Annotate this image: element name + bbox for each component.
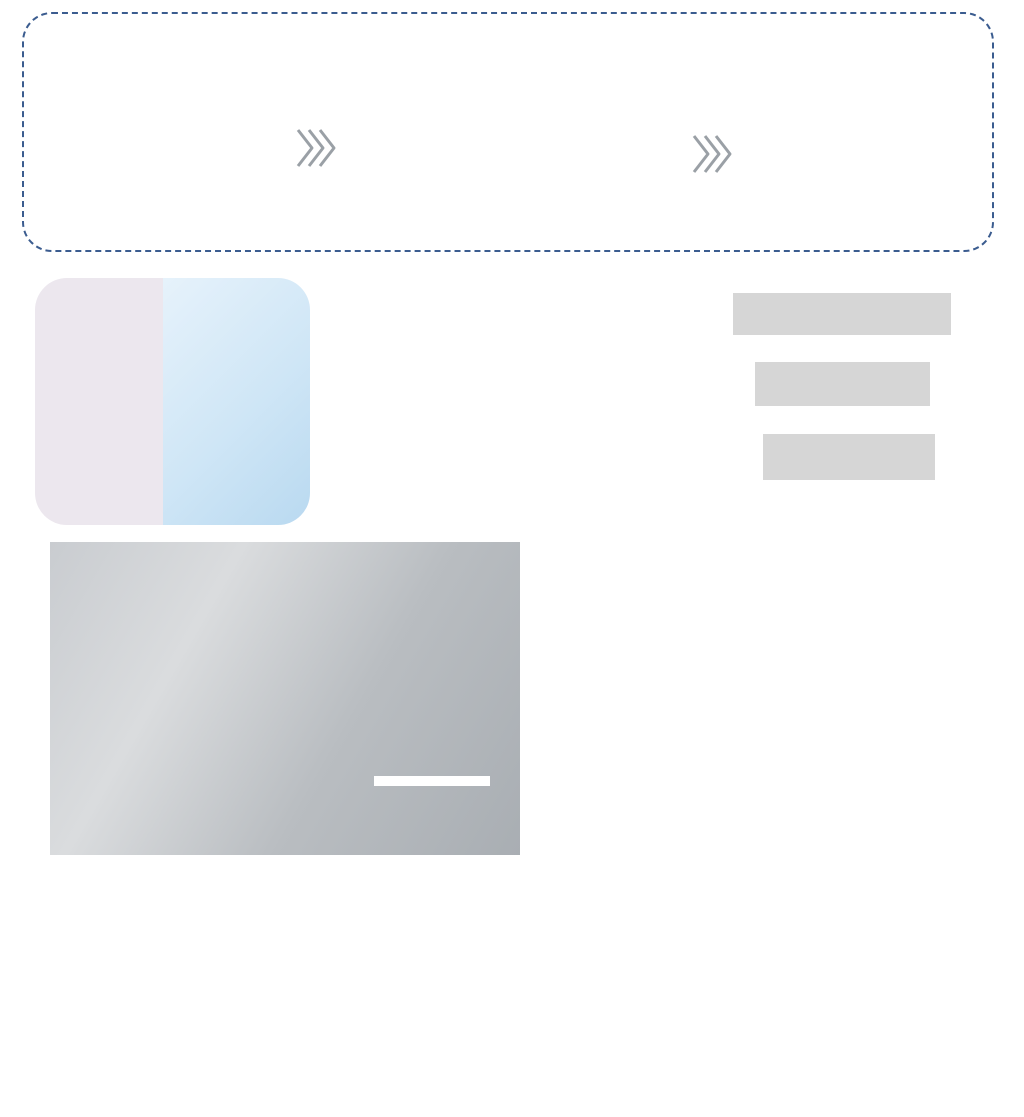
panel-d-figure [35,278,310,525]
dielectric-region [163,278,310,525]
chevron-right-icon [296,129,336,167]
xrd-chart [330,845,692,1117]
panel-c-figure [712,24,1018,254]
xps-chart [680,845,1024,1117]
chevron-right-icon [692,135,732,173]
tem-image [50,542,520,855]
tem-annotations [50,542,520,855]
grain-size-chart [10,845,342,1117]
panel-d-drawing [35,278,310,525]
metal-electrode-region [35,278,163,525]
check-box-2 [755,362,930,406]
check-box-3 [763,434,935,480]
panel-a-figure [25,20,337,252]
scale-bar [374,776,490,786]
top-dashed-border [22,12,994,252]
check-box-1 [733,293,951,335]
panel-b-figure [340,22,696,252]
panel-e-figure [315,262,747,532]
